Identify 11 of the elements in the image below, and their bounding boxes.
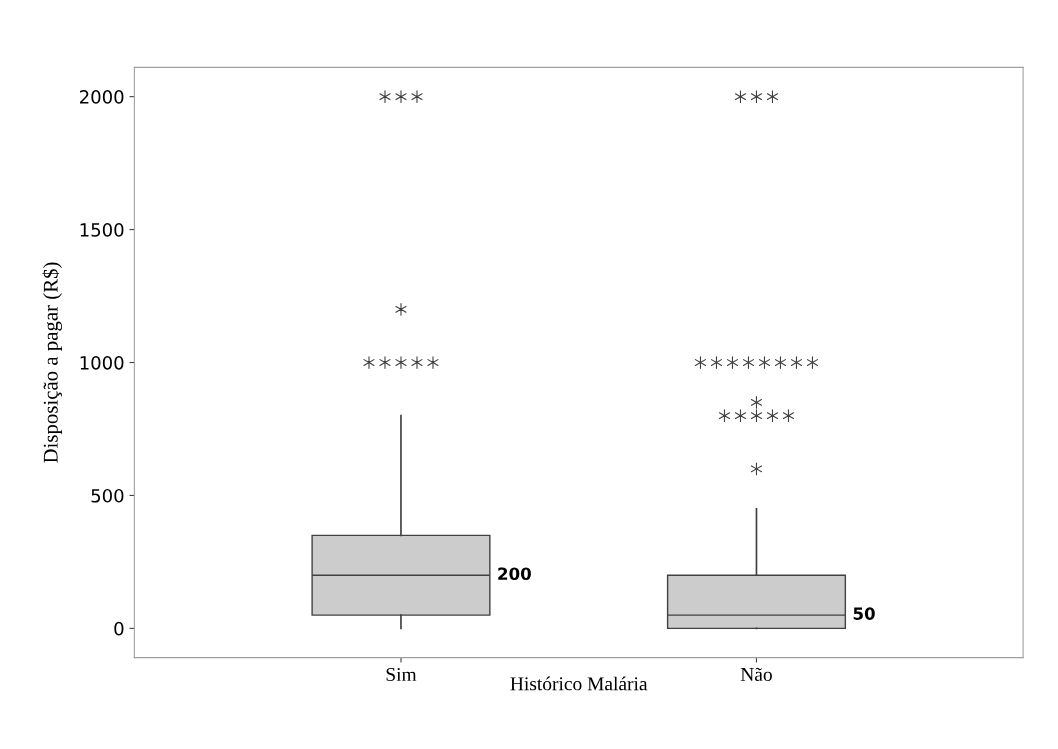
y-tick-label: 1500 (80, 223, 124, 237)
x-tick-label: Sim (386, 667, 417, 682)
y-axis-title: Disposição a pagar (R$) (42, 262, 63, 463)
y-tick-label: 0 (114, 621, 124, 636)
x-tick-label: Não (740, 667, 772, 682)
y-tick-label: 1000 (80, 355, 124, 370)
annotation: 50 (853, 607, 875, 620)
x-axis-title: Histórico Malária (510, 676, 648, 691)
annotation: 200 (498, 567, 531, 581)
y-tick-label: 500 (91, 488, 124, 503)
y-tick-label: 2000 (80, 90, 124, 104)
